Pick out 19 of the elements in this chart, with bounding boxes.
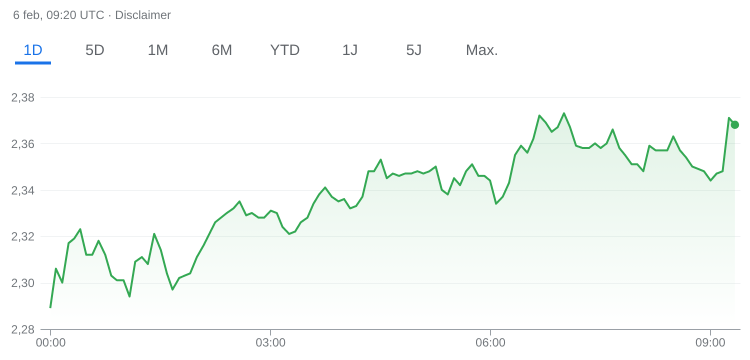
text: Max. <box>466 42 498 59</box>
x-tick-label: 03:00 <box>256 336 286 350</box>
y-tick-label: 2,28 <box>11 322 35 336</box>
y-tick-label: 2,36 <box>11 136 35 151</box>
y-tick-label: 2,32 <box>11 230 35 244</box>
y-tick-label: 2,38 <box>11 90 35 104</box>
text: YTD <box>270 42 300 59</box>
x-tick-label: 00:00 <box>36 336 66 350</box>
y-tick-label: 2,34 <box>11 183 35 198</box>
text: 5J <box>406 42 422 59</box>
chart-subtitle: 6 feb, 09:20 UTC · Disclaimer <box>13 8 172 22</box>
text: 6M <box>212 42 232 59</box>
text: 5D <box>85 42 105 59</box>
x-tick-label: 06:00 <box>476 336 506 350</box>
text: 1M <box>148 42 168 59</box>
y-tick-label: 2,30 <box>11 276 35 290</box>
text: 1D <box>23 42 43 59</box>
x-tick-label: 09:00 <box>695 336 726 350</box>
text: 1J <box>342 42 358 59</box>
